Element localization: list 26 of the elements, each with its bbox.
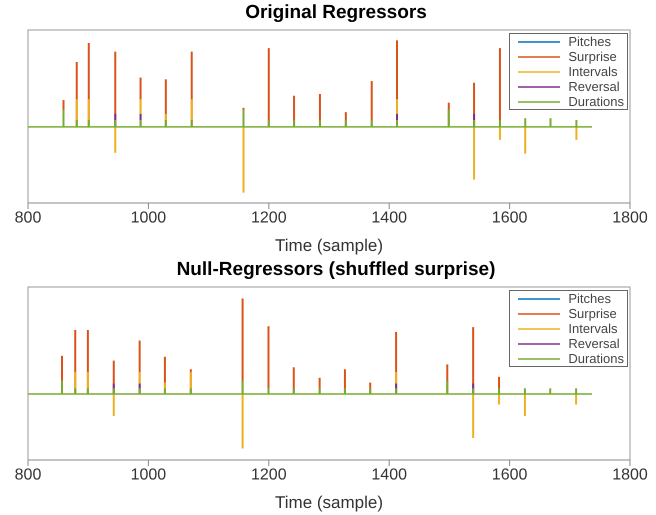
x-tick-label: 1400	[371, 466, 408, 484]
legend-label: Intervals	[568, 64, 618, 79]
chart-title: Original Regressors	[244, 1, 428, 25]
legend-label: Surprise	[568, 49, 617, 64]
x-tick-label: 1000	[130, 209, 166, 226]
legend-label: Reversal	[568, 79, 620, 94]
legend-label: Pitches	[568, 291, 611, 306]
legend-label: Durations	[568, 94, 624, 109]
x-tick-label: 1200	[251, 209, 287, 226]
legend-label: Surprise	[568, 306, 617, 321]
x-tick-label: 1600	[492, 466, 528, 484]
x-tick-label: 1400	[371, 209, 408, 226]
x-tick-label: 1200	[251, 466, 287, 484]
x-tick-label: 1000	[130, 466, 166, 484]
x-tick-label: 1800	[612, 466, 648, 484]
chart-title: Null-Regressors (shuffled surprise)	[176, 258, 496, 282]
x-tick-label: 800	[14, 209, 42, 226]
legend-label: Durations	[568, 351, 624, 366]
x-tick-label: 800	[14, 466, 42, 484]
x-axis-title: Time (sample)	[275, 236, 383, 255]
legend-label: Reversal	[568, 336, 620, 351]
legend-label: Intervals	[568, 321, 618, 336]
legend-label: Pitches	[568, 34, 611, 49]
x-tick-label: 1800	[612, 209, 648, 226]
x-axis-title: Time (sample)	[275, 493, 383, 512]
x-tick-label: 1600	[492, 209, 528, 226]
